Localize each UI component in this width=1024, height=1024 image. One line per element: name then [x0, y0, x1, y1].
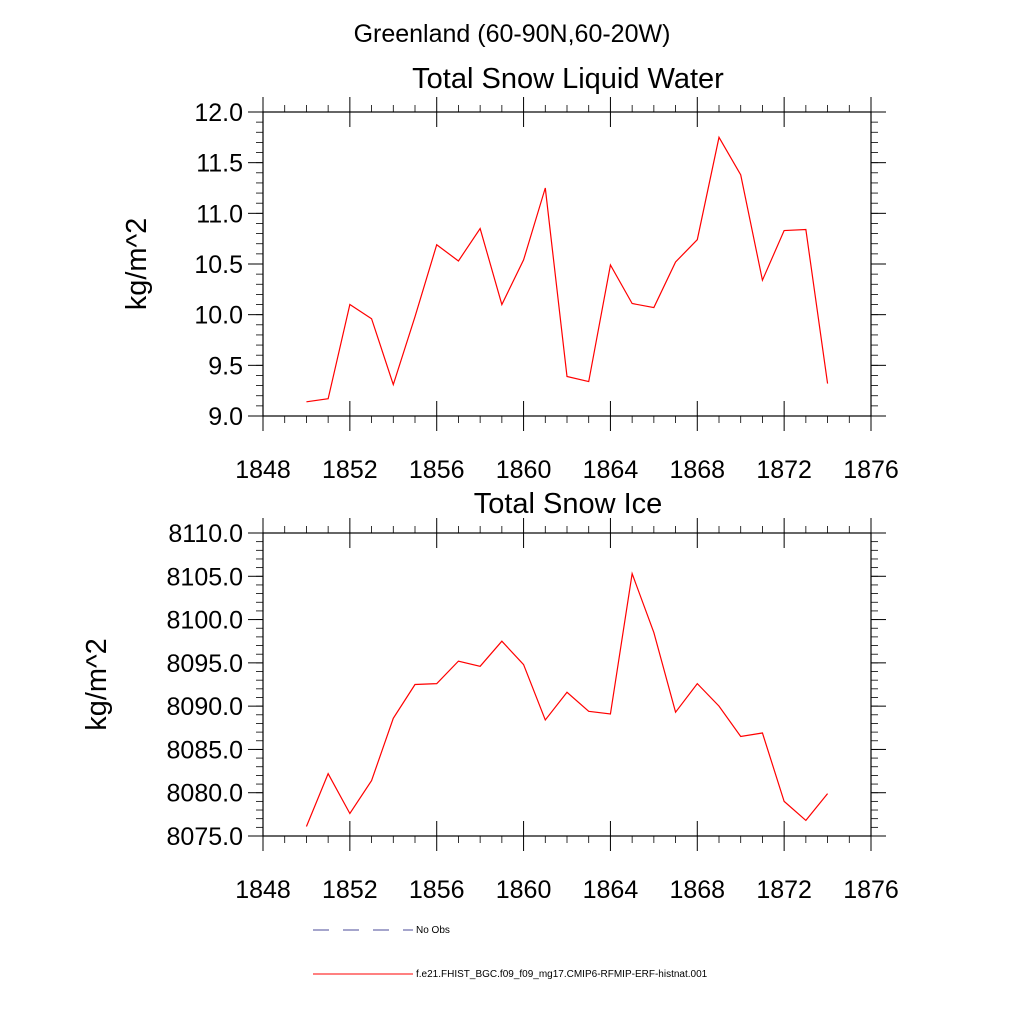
x-tick-label: 1856	[409, 456, 465, 484]
x-tick-label: 1868	[669, 876, 725, 904]
chart-panel-snow-ice: Total Snow Ice 1848 1852 1856 1860 1864 1868 1…	[81, 488, 899, 904]
y-tick-label: 8105.0	[167, 563, 243, 591]
x-tick-label: 1856	[409, 876, 465, 904]
y-tick-label: 12.0	[194, 99, 243, 127]
y-tick-label: 9.0	[208, 403, 243, 431]
y-tick-label: 8110.0	[168, 520, 243, 548]
y-tick-label: 8080.0	[167, 780, 243, 808]
y-tick-label: 8095.0	[167, 650, 243, 678]
chart-title: Total Snow Liquid Water	[412, 63, 724, 95]
legend: No Obs f.e21.FHIST_BGC.f09_f09_mg17.CMIP…	[313, 925, 708, 980]
y-tick-label: 11.0	[196, 200, 243, 228]
y-axis-label: kg/m^2	[81, 638, 113, 731]
legend-label-histnat: f.e21.FHIST_BGC.f09_f09_mg17.CMIP6-RFMIP…	[416, 969, 708, 980]
legend-label-no-obs: No Obs	[416, 925, 450, 936]
y-tick-label: 8075.0	[167, 823, 243, 851]
chart-panel-liquid-water: Total Snow Liquid Water 1848 1852 1856 1860…	[121, 63, 899, 484]
x-tick-label: 1864	[583, 876, 639, 904]
x-tick-label: 1860	[496, 456, 552, 484]
plot-frame	[262, 111, 872, 417]
figure-title: Greenland (60-90N,60-20W)	[354, 20, 671, 48]
x-tick-label: 1852	[322, 876, 378, 904]
series-line	[305, 571, 829, 827]
x-tick-label: 1876	[843, 456, 899, 484]
x-tick-label: 1864	[583, 456, 639, 484]
x-tick-label: 1868	[669, 456, 725, 484]
y-tick-label: 11.5	[196, 150, 243, 178]
chart-title: Total Snow Ice	[474, 488, 663, 520]
plot-frame	[262, 532, 872, 837]
y-axis-label: kg/m^2	[121, 218, 153, 311]
series-line	[306, 135, 829, 403]
x-tick-label: 1848	[235, 876, 291, 904]
x-tick-label: 1848	[235, 456, 291, 484]
y-tick-label: 10.0	[194, 302, 243, 330]
y-tick-label: 10.5	[194, 251, 243, 279]
x-tick-label: 1852	[322, 456, 378, 484]
x-tick-label: 1876	[843, 876, 899, 904]
x-tick-label: 1872	[756, 456, 812, 484]
x-tick-label: 1872	[756, 876, 812, 904]
y-tick-label: 9.5	[208, 352, 243, 380]
x-tick-label: 1860	[496, 876, 552, 904]
y-tick-label: 8100.0	[167, 607, 243, 635]
y-tick-label: 8085.0	[167, 736, 243, 764]
y-tick-label: 8090.0	[167, 693, 243, 721]
